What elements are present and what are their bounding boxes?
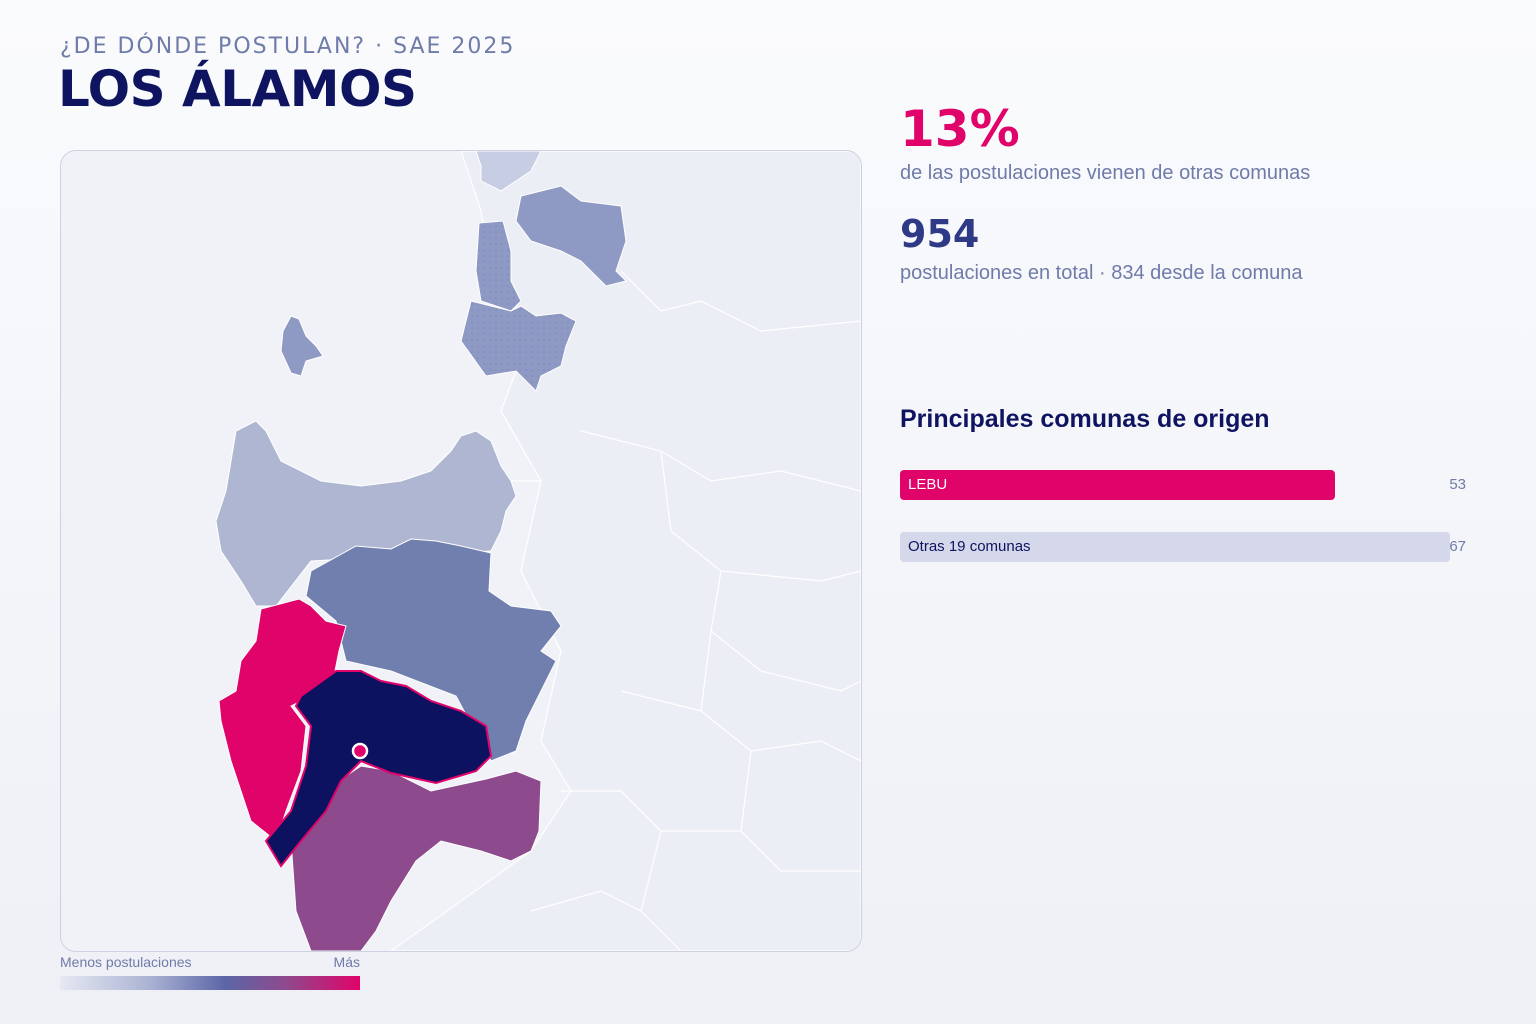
- legend-high-label: Más: [334, 954, 360, 970]
- total-applications-caption: postulaciones en total · 834 desde la co…: [900, 262, 1303, 285]
- origins-title: Principales comunas de origen: [900, 405, 1270, 434]
- origin-bar-label: Otras 19 comunas: [908, 538, 1031, 555]
- origin-bar-value: 53: [1449, 476, 1466, 493]
- origin-bar-row[interactable]: LEBU 53: [900, 470, 1466, 500]
- page-title: LOS ÁLAMOS: [58, 60, 417, 118]
- map-legend: Menos postulaciones Más: [60, 954, 360, 990]
- origin-bar-row[interactable]: Otras 19 comunas 67: [900, 532, 1466, 562]
- external-percentage-caption: de las postulaciones vienen de otras com…: [900, 162, 1310, 185]
- total-applications: 954: [900, 212, 979, 256]
- map-svg[interactable]: [61, 151, 861, 951]
- legend-gradient-bar: [60, 976, 360, 990]
- legend-low-label: Menos postulaciones: [60, 954, 192, 970]
- map-commune-island[interactable]: [281, 316, 323, 376]
- page-kicker: ¿DE DÓNDE POSTULAN? · SAE 2025: [60, 34, 515, 59]
- external-percentage: 13%: [900, 100, 1020, 158]
- origin-bar-fill: [900, 470, 1335, 500]
- map-home-marker[interactable]: [353, 744, 367, 758]
- map[interactable]: [60, 150, 862, 952]
- origin-bar-label: LEBU: [908, 476, 947, 493]
- origin-bar-value: 67: [1449, 538, 1466, 555]
